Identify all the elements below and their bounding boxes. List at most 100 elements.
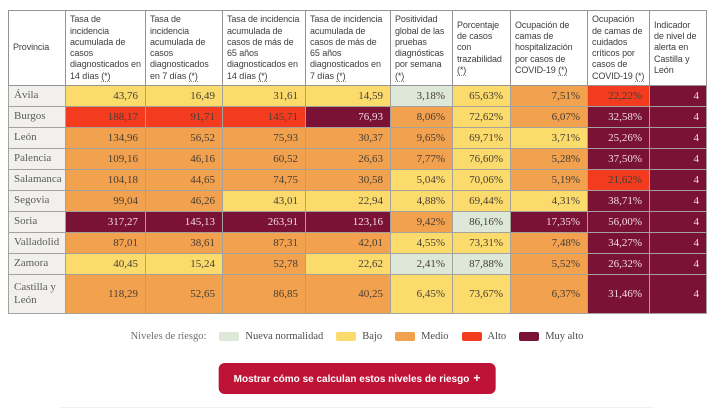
value-cell: 4 (649, 148, 707, 170)
value-cell: 91,71 (145, 106, 223, 128)
table-row: León 134,96 56,52 75,93 30,37 9,65% 69,71% 3,71… (8, 127, 707, 149)
row-header-province: Soria (8, 211, 66, 233)
column-header: Indicador de nivel de alerta en Castilla… (649, 10, 707, 86)
value-cell: 4 (649, 190, 707, 212)
table-row: Ávila 43,76 16,49 31,61 14,59 3,18% 65,63% 7,51… (8, 85, 707, 107)
value-cell: 4 (649, 127, 707, 149)
value-cell: 4 (649, 253, 707, 275)
value-cell: 30,37 (305, 127, 391, 149)
footnote-marker: (*) (558, 64, 568, 76)
value-cell: 6,07% (510, 106, 588, 128)
footnote-marker: (*) (635, 70, 645, 82)
value-cell: 26,32% (587, 253, 650, 275)
risk-indicators-table: Provincia Tasa de incidencia acumulada de… (8, 10, 707, 314)
value-cell: 38,71% (587, 190, 650, 212)
legend-label: Bajo (362, 331, 383, 342)
value-cell: 22,62 (305, 253, 391, 275)
row-header-province: Palencia (8, 148, 66, 170)
column-header: Ocupación de camas de hospitalización po… (510, 10, 588, 86)
value-cell: 4,31% (510, 190, 588, 212)
value-cell: 86,85 (222, 274, 306, 314)
value-cell: 74,75 (222, 169, 306, 191)
value-cell: 7,51% (510, 85, 588, 107)
value-cell: 26,63 (305, 148, 391, 170)
risk-levels-legend: Niveles de riesgo: Nueva normalidad Bajo M… (0, 331, 714, 342)
value-cell: 5,04% (390, 169, 453, 191)
value-cell: 22,22% (587, 85, 650, 107)
value-cell: 46,16 (145, 148, 223, 170)
value-cell: 5,19% (510, 169, 588, 191)
value-cell: 317,27 (65, 211, 146, 233)
value-cell: 69,44% (452, 190, 511, 212)
value-cell: 30,58 (305, 169, 391, 191)
value-cell: 69,71% (452, 127, 511, 149)
show-calculation-label: Mostrar cómo se calculan estos niveles d… (233, 374, 470, 385)
value-cell: 8,06% (390, 106, 453, 128)
value-cell: 17,35% (510, 211, 588, 233)
value-cell: 9,65% (390, 127, 453, 149)
value-cell: 31,46% (587, 274, 650, 314)
value-cell: 52,78 (222, 253, 306, 275)
value-cell: 21,62% (587, 169, 650, 191)
value-cell: 4 (649, 169, 707, 191)
value-cell: 145,71 (222, 106, 306, 128)
value-cell: 52,65 (145, 274, 223, 314)
footnote-marker: (*) (101, 70, 111, 82)
value-cell: 4 (649, 274, 707, 314)
plus-icon: + (473, 371, 481, 385)
value-cell: 188,17 (65, 106, 146, 128)
value-cell: 56,00% (587, 211, 650, 233)
header-row: Provincia Tasa de incidencia acumulada de… (8, 10, 707, 86)
value-cell: 6,45% (390, 274, 453, 314)
column-header: Ocupación de camas de cuidados críticos … (587, 10, 650, 86)
value-cell: 86,16% (452, 211, 511, 233)
column-header: Porcentaje de casos con trazabilidad (*) (452, 10, 511, 86)
value-cell: 42,01 (305, 232, 391, 254)
legend-item: Alto (461, 331, 506, 342)
legend-label: Medio (421, 331, 449, 342)
value-cell: 43,01 (222, 190, 306, 212)
row-header-province: Segovia (8, 190, 66, 212)
value-cell: 76,60% (452, 148, 511, 170)
column-header: Provincia (8, 10, 66, 86)
legend-label: Muy alto (545, 331, 584, 342)
footnote-marker: (*) (258, 70, 268, 82)
value-cell: 44,65 (145, 169, 223, 191)
value-cell: 38,61 (145, 232, 223, 254)
value-cell: 31,61 (222, 85, 306, 107)
row-header-province: Ávila (8, 85, 66, 107)
value-cell: 3,18% (390, 85, 453, 107)
column-header: Tasa de incidencia acumulada de casos de… (222, 10, 306, 86)
value-cell: 5,52% (510, 253, 588, 275)
table-row: Segovia 99,04 46,26 43,01 22,94 4,88% 69,44% 4,… (8, 190, 707, 212)
value-cell: 22,94 (305, 190, 391, 212)
legend-item: Medio (395, 331, 449, 342)
value-cell: 70,06% (452, 169, 511, 191)
value-cell: 4,55% (390, 232, 453, 254)
value-cell: 109,16 (65, 148, 146, 170)
value-cell: 118,29 (65, 274, 146, 314)
value-cell: 32,58% (587, 106, 650, 128)
row-header-province: Burgos (8, 106, 66, 128)
legend-item: Bajo (336, 331, 382, 342)
table-row: Valladolid 87,01 38,61 87,31 42,01 4,55% 73,31… (8, 232, 707, 254)
value-cell: 65,63% (452, 85, 511, 107)
table-row: Soria 317,27 145,13 263,91 123,16 9,42% 86,16%… (8, 211, 707, 233)
risk-indicators-table-wrap: Provincia Tasa de incidencia acumulada de… (8, 10, 707, 314)
value-cell: 99,04 (65, 190, 146, 212)
row-header-province: Zamora (8, 253, 66, 275)
value-cell: 4,88% (390, 190, 453, 212)
column-header: Positividad global de las pruebas diagnó… (390, 10, 453, 86)
value-cell: 72,62% (452, 106, 511, 128)
value-cell: 4 (649, 211, 707, 233)
legend-swatch-medio (395, 332, 416, 341)
show-calculation-button[interactable]: Mostrar cómo se calculan estos niveles d… (218, 363, 496, 394)
value-cell: 56,52 (145, 127, 223, 149)
value-cell: 25,26% (587, 127, 650, 149)
row-header-province: León (8, 127, 66, 149)
row-header-province: Salamanca (8, 169, 66, 191)
value-cell: 76,93 (305, 106, 391, 128)
table-body: Ávila 43,76 16,49 31,61 14,59 3,18% 65,63% 7,51… (8, 85, 707, 314)
table-row: Castilla y León 118,29 52,65 86,85 40,25 6,45… (8, 274, 707, 314)
value-cell: 40,25 (305, 274, 391, 314)
